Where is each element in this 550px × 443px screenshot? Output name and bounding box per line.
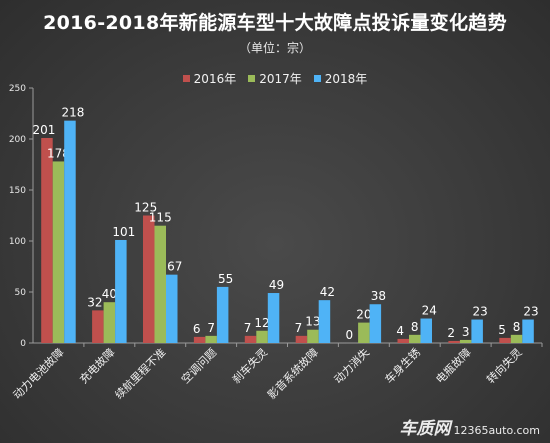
data-label: 40: [102, 287, 117, 301]
bar: [92, 310, 104, 343]
bar: [397, 338, 409, 343]
bar: [64, 120, 76, 343]
data-label: 12: [254, 316, 269, 330]
data-label: 7: [207, 321, 215, 335]
bar: [358, 322, 370, 343]
bar: [216, 286, 229, 343]
data-label: 32: [87, 295, 102, 309]
bar: [471, 319, 483, 343]
watermark-url: 12365auto.com: [453, 424, 540, 437]
data-label: 7: [295, 321, 303, 335]
bar: [143, 215, 155, 343]
data-label: 201: [32, 123, 55, 137]
bar: [295, 335, 308, 343]
data-label: 55: [218, 272, 233, 286]
bar: [166, 274, 178, 343]
y-tick-label: 150: [9, 186, 26, 196]
bar: [244, 335, 257, 343]
x-tick-label: 影音系统故障: [265, 345, 322, 402]
data-label: 13: [305, 315, 320, 329]
data-label: 2: [447, 326, 455, 340]
data-label: 7: [244, 321, 252, 335]
bar: [369, 304, 382, 343]
data-label: 24: [422, 304, 437, 318]
x-tick-label: 车身生锈: [382, 345, 423, 386]
data-label: 8: [513, 320, 521, 334]
bar: [267, 293, 280, 343]
chart-title: 2016-2018年新能源车型十大故障点投诉量变化趋势: [43, 12, 507, 34]
legend-swatch-2018: [313, 74, 321, 82]
x-tick-label: 刹车失灵: [229, 345, 270, 386]
data-label: 115: [149, 211, 172, 225]
legend-label-2016: 2016年: [193, 71, 237, 86]
bar: [409, 334, 421, 343]
data-label: 23: [473, 305, 488, 319]
y-tick-label: 0: [20, 339, 26, 349]
legend-swatch-2016: [182, 74, 190, 82]
data-label: 0: [346, 328, 354, 342]
legend-item-2017: 2017年: [248, 70, 302, 87]
y-tick-label: 250: [9, 84, 26, 94]
data-label: 67: [167, 260, 182, 274]
chart-legend: 2016年 2017年 2018年: [0, 70, 550, 86]
watermark: 车质网 12365auto.com: [399, 414, 540, 439]
legend-label-2017: 2017年: [259, 71, 302, 86]
y-tick-label: 100: [9, 237, 26, 247]
y-tick-label: 200: [9, 135, 26, 145]
data-label: 178: [47, 146, 70, 160]
bar: [510, 334, 523, 343]
bar: [448, 340, 460, 343]
bar: [205, 335, 217, 343]
bar: [318, 300, 331, 343]
legend-swatch-2017: [248, 74, 256, 82]
bar: [420, 318, 432, 343]
x-tick-label: 续航里程不准: [112, 345, 169, 402]
data-label: 218: [61, 106, 84, 120]
data-label: 49: [269, 278, 284, 292]
bar: [459, 339, 472, 343]
watermark-brand: 车质网: [399, 419, 451, 439]
bar: [41, 137, 53, 343]
data-label: 125: [134, 201, 157, 215]
bar: [115, 239, 127, 343]
legend-item-2016: 2016年: [182, 70, 237, 87]
bar: [52, 161, 65, 343]
data-label: 4: [396, 324, 404, 338]
bar: [522, 319, 534, 343]
bar: [193, 336, 206, 343]
data-label: 5: [498, 323, 506, 337]
legend-label-2018: 2018年: [324, 71, 368, 86]
data-label: 42: [320, 285, 335, 299]
x-tick-label: 动力消失: [331, 345, 372, 386]
x-tick-label: 充电故障: [76, 345, 117, 386]
bar: [154, 225, 166, 343]
bar: [499, 337, 511, 343]
x-tick-label: 空调问题: [178, 345, 219, 386]
chart-subtitle: （单位：宗）: [238, 41, 311, 55]
data-label: 101: [112, 225, 135, 239]
data-label: 20: [356, 308, 371, 322]
bar: [307, 329, 319, 343]
bar: [103, 302, 116, 343]
x-tick-label: 转向失灵: [484, 345, 525, 386]
y-tick-label: 50: [15, 288, 27, 298]
bar: [256, 330, 268, 343]
data-label: 23: [523, 305, 538, 319]
data-label: 8: [411, 320, 419, 334]
data-label: 3: [462, 325, 470, 339]
x-tick-label: 电瓶故障: [433, 345, 474, 386]
x-tick-label: 动力电池故障: [10, 345, 67, 402]
data-label: 38: [371, 289, 386, 303]
data-label: 6: [193, 322, 201, 336]
legend-item-2018: 2018年: [313, 70, 368, 87]
